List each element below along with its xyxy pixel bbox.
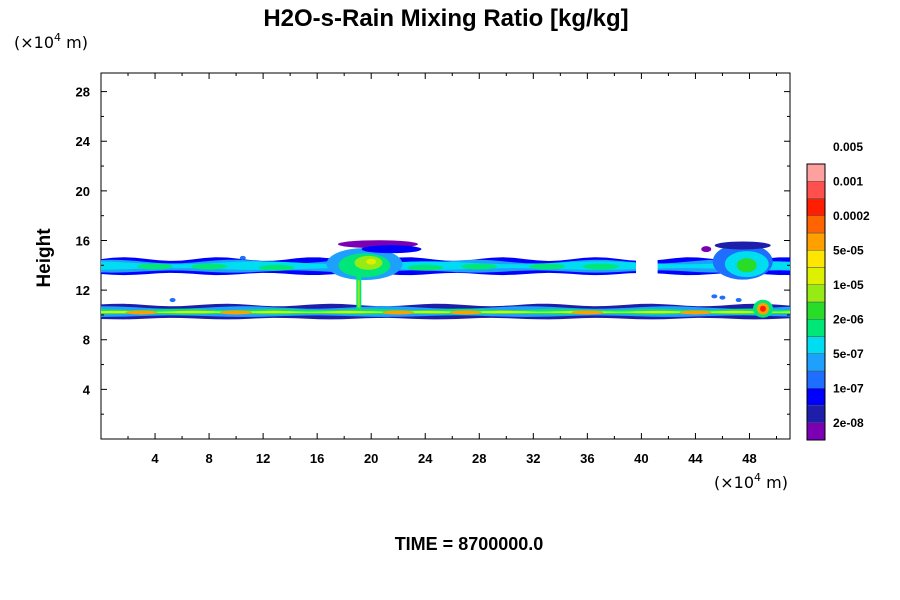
y-axis: 4 8 12 16 20 24 28 [76, 85, 790, 415]
colorbar-swatch [806, 336, 826, 354]
lower-layer-hot [125, 310, 158, 315]
colorbar-swatch [806, 198, 826, 216]
lower-layer-hot [449, 310, 482, 315]
x-tick-label: 12 [256, 451, 270, 466]
colorbar-swatch [806, 422, 826, 441]
colorbar: 2e-08 1e-07 5e-07 2e-06 1e-05 5e-05 0.0002 0.00… [806, 140, 870, 441]
speck [711, 294, 718, 299]
x-tick-label: 48 [742, 451, 756, 466]
x-tick-label: 40 [634, 451, 648, 466]
x-tick-label: 16 [310, 451, 324, 466]
x-tick-label: 44 [688, 451, 703, 466]
plot-area [100, 72, 791, 440]
y-tick-label: 28 [76, 85, 90, 100]
upper-layer-gap [635, 257, 658, 276]
lower-layer-hot [679, 310, 712, 315]
colorbar-swatch [806, 267, 826, 285]
upper-layer-patch [528, 263, 565, 270]
upper-layer-patch [191, 263, 228, 270]
y-tick-label: 8 [83, 333, 90, 348]
x-tick-label: 36 [580, 451, 594, 466]
colorbar-label: 5e-05 [833, 243, 864, 257]
colorbar-swatch [806, 215, 826, 234]
colorbar-label: 2e-08 [833, 416, 864, 430]
right-cell-inner [736, 258, 757, 273]
y-axis-label: Height [34, 228, 55, 288]
colorbar-label: 1e-07 [833, 381, 864, 395]
hotspot-core [759, 305, 766, 312]
x-tick-label: 8 [205, 451, 212, 466]
lower-layer-hot [220, 310, 253, 315]
chart-title: H2O-s-Rain Mixing Ratio [kg/kg] [263, 5, 628, 32]
speck [239, 255, 246, 260]
colorbar-label: 0.005 [833, 140, 863, 154]
convective-core-peak [366, 258, 377, 265]
speck [719, 295, 726, 300]
colorbar-label: 5e-07 [833, 347, 864, 361]
colorbar-swatch [806, 163, 826, 182]
colorbar-swatch [806, 388, 826, 406]
upper-layer-patch [137, 263, 174, 270]
colorbar-swatch [806, 284, 826, 303]
lower-layer-hot [571, 310, 604, 315]
x-tick-label: 20 [364, 451, 378, 466]
field-layer [101, 240, 790, 320]
colorbar-swatch [806, 319, 826, 337]
colorbar-swatch [806, 181, 826, 199]
y-tick-label: 24 [76, 134, 91, 149]
upper-layer-patch [461, 263, 498, 270]
y-tick-label: 12 [76, 283, 90, 298]
colorbar-frame [806, 163, 826, 441]
colorbar-swatch [806, 353, 826, 372]
lower-layer-core [101, 310, 790, 314]
colorbar-swatch [806, 405, 826, 423]
lower-layer-hot [382, 310, 415, 315]
time-label: TIME = 8700000.0 [395, 534, 544, 554]
convective-stem-core [357, 280, 360, 308]
speck [169, 298, 176, 303]
colorbar-label: 0.001 [833, 174, 863, 188]
x-tick-label: 32 [526, 451, 540, 466]
x-axis: 4 8 12 16 20 24 28 32 36 40 44 48 [127, 73, 777, 466]
colorbar-label: 1e-05 [833, 278, 864, 292]
anvil-mid [361, 245, 422, 254]
y-tick-label: 20 [76, 184, 90, 199]
x-tick-label: 24 [418, 451, 433, 466]
y-unit-label: (×104 m) [14, 31, 88, 52]
colorbar-swatch [806, 301, 826, 320]
upper-layer-patch [407, 264, 444, 271]
colorbar-label: 0.0002 [833, 209, 870, 223]
colorbar-swatch [806, 370, 826, 389]
colorbar-swatch [806, 232, 826, 251]
speck [735, 298, 742, 303]
x-tick-label: 4 [151, 451, 159, 466]
colorbar-swatch [806, 250, 826, 268]
y-tick-label: 16 [76, 233, 90, 248]
upper-layer-patch [258, 264, 295, 271]
x-unit-label: (×104 m) [714, 471, 788, 492]
colorbar-label: 2e-06 [833, 312, 864, 326]
x-tick-label: 28 [472, 451, 486, 466]
y-tick-label: 4 [83, 382, 91, 397]
right-cell-top [714, 241, 771, 250]
right-cell-cap [701, 246, 712, 253]
upper-layer-patch [582, 263, 619, 270]
